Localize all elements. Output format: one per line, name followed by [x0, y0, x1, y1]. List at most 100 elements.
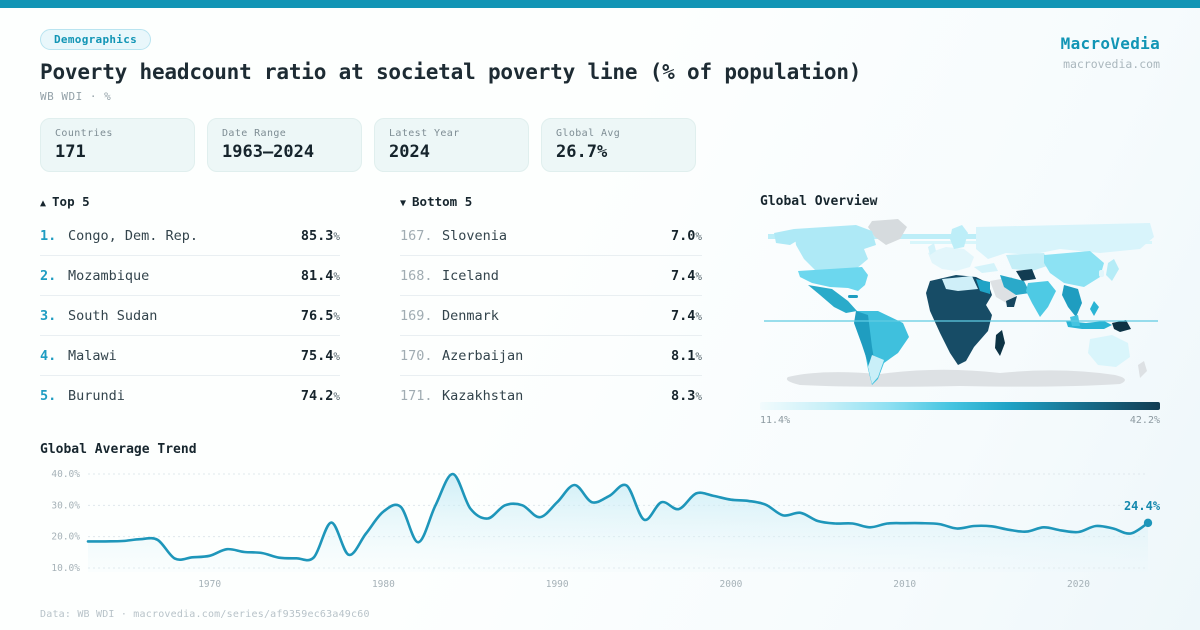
bottom5-heading: ▼ Bottom 5: [400, 194, 473, 209]
svg-text:40.0%: 40.0%: [51, 469, 80, 480]
list-item: 2. Mozambique 81.4%: [40, 256, 340, 296]
list-item: 170. Azerbaijan 8.1%: [400, 336, 702, 376]
stat-label: Date Range: [222, 128, 287, 139]
list-item: 169. Denmark 7.4%: [400, 296, 702, 336]
map-title: Global Overview: [760, 194, 878, 209]
bottom5-list: ▼ Bottom 5 167. Slovenia 7.0% 168. Iceland 7.4…: [400, 194, 702, 426]
scale-max-label: 42.2%: [1129, 415, 1160, 426]
rank-label: 171.: [400, 388, 433, 404]
country-name: South Sudan: [68, 307, 158, 324]
stat-label: Latest Year: [389, 128, 460, 139]
svg-text:2010: 2010: [893, 579, 916, 590]
country-name: Azerbaijan: [442, 347, 524, 364]
trend-section: Global Average Trend 40.0% 30.0% 20.0% 10.0…: [40, 442, 1161, 599]
scale-labels: 11.4% 42.2%: [760, 415, 1160, 426]
top5-list: ▲ Top 5 1. Congo, Dem. Rep. 85.3% 2. Mozambiq…: [40, 194, 340, 426]
country-value: 7.0%: [670, 227, 702, 244]
rank-label: 2.: [40, 267, 57, 284]
footer-source: Data: WB WDI · macrovedia.com/series/af9…: [40, 609, 370, 620]
country-name: Congo, Dem. Rep.: [68, 227, 199, 244]
svg-text:30.0%: 30.0%: [51, 500, 80, 511]
stats-row: Countries 171 Date Range 1963–2024 Lates…: [40, 118, 1160, 172]
stat-value: 1963–2024: [222, 142, 315, 162]
stat-card-date-range: Date Range 1963–2024: [207, 118, 362, 172]
country-name: Kazakhstan: [442, 388, 524, 404]
rank-label: 167.: [400, 227, 433, 244]
list-item: 167. Slovenia 7.0%: [400, 216, 702, 256]
rank-label: 5.: [40, 388, 57, 404]
svg-text:1970: 1970: [198, 579, 221, 590]
svg-text:20.0%: 20.0%: [51, 532, 80, 543]
rank-label: 4.: [40, 347, 57, 364]
list-item: 4. Malawi 75.4%: [40, 336, 340, 376]
category-badge: Demographics: [40, 29, 152, 50]
rank-label: 170.: [400, 347, 433, 364]
top5-rows: 1. Congo, Dem. Rep. 85.3% 2. Mozambique 81.4%…: [40, 216, 340, 416]
svg-text:1990: 1990: [546, 579, 569, 590]
country-name: Burundi: [68, 388, 125, 404]
list-item: 168. Iceland 7.4%: [400, 256, 702, 296]
trend-end-label: 24.4%: [1124, 499, 1161, 513]
trend-chart: 40.0% 30.0% 20.0% 10.0% 1970 1980 1990 2000 201…: [51, 469, 1161, 590]
trend-line: [86, 472, 1150, 562]
svg-text:2020: 2020: [1067, 579, 1090, 590]
country-value: 7.4%: [670, 307, 702, 324]
rank-label: 169.: [400, 307, 433, 324]
brand-domain: macrovedia.com: [1063, 57, 1160, 71]
brand-block: MacroVedia macrovedia.com: [1061, 34, 1160, 71]
country-name: Denmark: [442, 307, 499, 324]
choropleth-color-scale: [760, 402, 1160, 410]
up-triangle-icon: ▲: [40, 198, 47, 209]
svg-text:10.0%: 10.0%: [51, 563, 80, 574]
trend-title: Global Average Trend: [40, 442, 197, 457]
trend-x-axis-labels: 1970 1980 1990 2000 2010 2020: [198, 579, 1090, 590]
scale-min-label: 11.4%: [760, 415, 791, 426]
country-name: Malawi: [68, 347, 117, 364]
stat-card-global-avg: Global Avg 26.7%: [541, 118, 696, 172]
world-map: [764, 219, 1158, 387]
header: Demographics Poverty headcount ratio at …: [40, 28, 1160, 103]
rank-label: 1.: [40, 227, 57, 244]
country-value: 74.2%: [300, 388, 340, 404]
country-value: 8.3%: [670, 388, 702, 404]
country-value: 75.4%: [300, 347, 340, 364]
trend-end-marker: [1143, 518, 1153, 528]
page-subtitle: WB WDI · %: [40, 90, 112, 103]
country-value: 8.1%: [670, 347, 702, 364]
list-item: 3. South Sudan 76.5%: [40, 296, 340, 336]
country-name: Mozambique: [68, 267, 150, 284]
header-left: Demographics Poverty headcount ratio at …: [40, 28, 861, 103]
country-value: 76.5%: [300, 307, 340, 324]
trend-area-fill: [88, 473, 1148, 572]
list-item: 171. Kazakhstan 8.3%: [400, 376, 702, 416]
stat-label: Countries: [55, 128, 113, 139]
stat-value: 171: [55, 142, 86, 162]
list-item: 5. Burundi 74.2%: [40, 376, 340, 416]
country-name: Slovenia: [442, 227, 508, 244]
rank-label: 168.: [400, 267, 433, 284]
trend-y-axis-labels: 40.0% 30.0% 20.0% 10.0%: [51, 469, 80, 574]
top5-heading: ▲ Top 5: [40, 194, 90, 209]
country-value: 81.4%: [300, 267, 340, 284]
list-item: 1. Congo, Dem. Rep. 85.3%: [40, 216, 340, 256]
stat-value: 2024: [389, 142, 430, 162]
bottom5-rows: 167. Slovenia 7.0% 168. Iceland 7.4% 169. Denma…: [400, 216, 702, 416]
brand-name: MacroVedia: [1060, 34, 1160, 53]
stat-value: 26.7%: [556, 142, 608, 162]
page: Demographics Poverty headcount ratio at …: [0, 28, 1200, 620]
svg-text:2000: 2000: [720, 579, 743, 590]
svg-text:1980: 1980: [372, 579, 395, 590]
main-row: ▲ Top 5 1. Congo, Dem. Rep. 85.3% 2. Mozambiq…: [40, 194, 1160, 426]
country-name: Iceland: [442, 267, 499, 284]
country-value: 85.3%: [300, 227, 340, 244]
stat-card-latest-year: Latest Year 2024: [374, 118, 529, 172]
top-accent-bar: [0, 0, 1200, 8]
world-map-wrap: 11.4% 42.2%: [760, 219, 1160, 426]
stat-label: Global Avg: [556, 128, 621, 139]
rank-label: 3.: [40, 307, 57, 324]
map-panel: Global Overview: [760, 194, 1160, 426]
down-triangle-icon: ▼: [400, 198, 407, 209]
page-title: Poverty headcount ratio at societal pove…: [40, 60, 862, 84]
stat-card-countries: Countries 171: [40, 118, 195, 172]
country-value: 7.4%: [670, 267, 702, 284]
